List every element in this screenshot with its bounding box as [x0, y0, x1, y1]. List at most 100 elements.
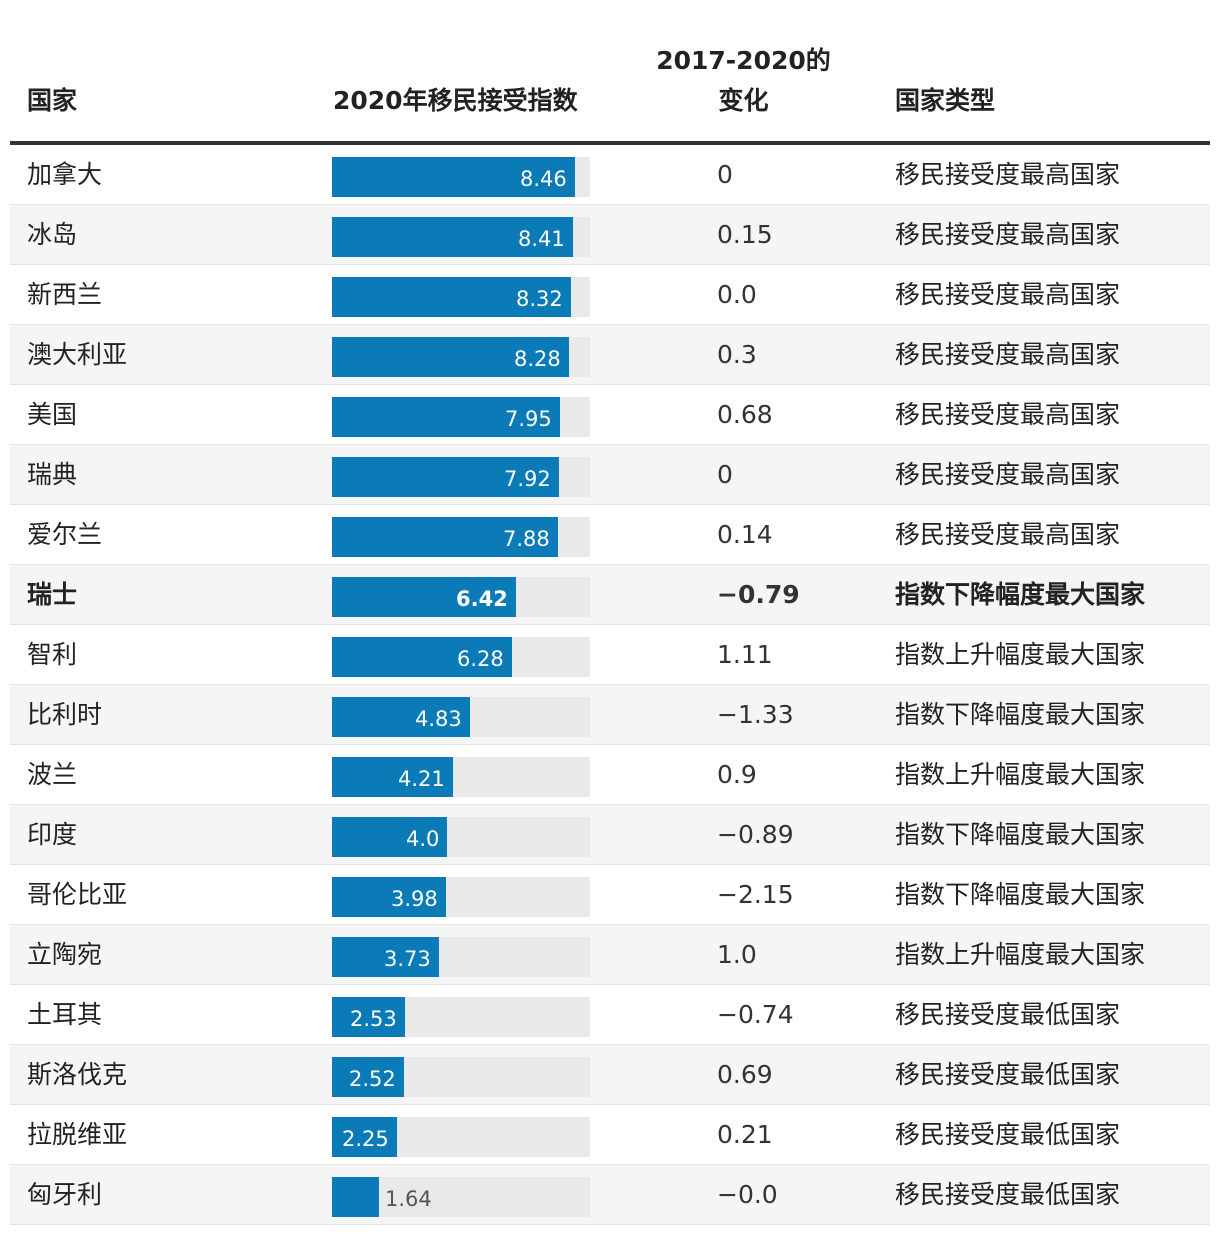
country-type: 移民接受度最高国家	[895, 460, 1121, 489]
bar-fill	[332, 397, 560, 437]
change-value: 0.3	[717, 340, 757, 369]
bar-value-label: 4.83	[415, 707, 462, 731]
country-name: 立陶宛	[27, 940, 103, 969]
country-name: 澳大利亚	[27, 340, 128, 369]
bar-fill	[332, 157, 575, 197]
bar-fill	[332, 937, 439, 977]
bar-track: 4.0	[332, 817, 590, 857]
country-type: 指数上升幅度最大国家	[895, 640, 1146, 669]
table-row: 波兰 4.21 0.9 指数上升幅度最大国家	[10, 745, 1210, 805]
country-type: 移民接受度最低国家	[895, 1000, 1121, 1029]
table-row: 加拿大 8.46 0 移民接受度最高国家	[10, 145, 1210, 205]
bar-value-label: 8.32	[516, 287, 563, 311]
bar-track: 6.28	[332, 637, 590, 677]
bar-value-label: 8.28	[514, 347, 561, 371]
table-row: 印度 4.0 −0.89 指数下降幅度最大国家	[10, 805, 1210, 865]
change-value: −0.89	[717, 820, 794, 849]
country-type: 移民接受度最高国家	[895, 160, 1121, 189]
table-row: 拉脱维亚 2.25 0.21 移民接受度最低国家	[10, 1105, 1210, 1165]
country-type: 移民接受度最低国家	[895, 1180, 1121, 1209]
bar-value-label: 3.98	[391, 887, 438, 911]
table-row: 瑞典 7.92 0 移民接受度最高国家	[10, 445, 1210, 505]
country-name: 智利	[27, 640, 78, 669]
change-value: 0.68	[717, 400, 773, 429]
bar-fill	[332, 997, 405, 1037]
bar-value-label: 4.21	[398, 767, 445, 791]
table-row: 美国 7.95 0.68 移民接受度最高国家	[10, 385, 1210, 445]
table-row: 智利 6.28 1.11 指数上升幅度最大国家	[10, 625, 1210, 685]
bar-fill	[332, 817, 447, 857]
country-type: 移民接受度最高国家	[895, 400, 1121, 429]
bar-value-label: 6.42	[456, 587, 508, 611]
bar-value-label: 7.88	[503, 527, 550, 551]
change-value: −2.15	[717, 880, 794, 909]
bar-value-label: 8.41	[518, 227, 565, 251]
table-row: 瑞士 6.42 −0.79 指数下降幅度最大国家	[10, 565, 1210, 625]
bar-value-label: 2.53	[350, 1007, 397, 1031]
country-type: 移民接受度最高国家	[895, 340, 1121, 369]
bar-fill	[332, 577, 516, 617]
change-value: 1.0	[717, 940, 757, 969]
bar-track: 3.98	[332, 877, 590, 917]
country-type: 指数下降幅度最大国家	[895, 580, 1146, 609]
bar-value-label: 2.25	[342, 1127, 389, 1151]
change-value: 0.9	[717, 760, 757, 789]
change-value: 1.11	[717, 640, 773, 669]
column-header-country: 国家	[27, 86, 78, 115]
bar-fill	[332, 1117, 397, 1157]
country-name: 拉脱维亚	[27, 1120, 128, 1149]
bar-fill	[332, 1177, 379, 1217]
bar-track: 7.88	[332, 517, 590, 557]
table-row: 比利时 4.83 −1.33 指数下降幅度最大国家	[10, 685, 1210, 745]
bar-value-label: 2.52	[349, 1067, 396, 1091]
bar-fill	[332, 457, 559, 497]
table-row: 匈牙利 1.64 −0.0 移民接受度最低国家	[10, 1165, 1210, 1225]
bar-value-label: 3.73	[384, 947, 431, 971]
change-value: −0.74	[717, 1000, 794, 1029]
change-value: −0.0	[717, 1180, 778, 1209]
country-name: 爱尔兰	[27, 520, 103, 549]
bar-track: 8.28	[332, 337, 590, 377]
bar-track: 7.92	[332, 457, 590, 497]
country-type: 移民接受度最高国家	[895, 520, 1121, 549]
country-name: 瑞士	[27, 580, 78, 609]
table-header: 国家 2020年移民接受指数 2017-2020的变化 国家类型	[10, 0, 1210, 145]
country-name: 加拿大	[27, 160, 103, 189]
change-value: 0.69	[717, 1060, 773, 1089]
country-type: 指数下降幅度最大国家	[895, 820, 1146, 849]
country-type: 指数下降幅度最大国家	[895, 880, 1146, 909]
change-value: 0.21	[717, 1120, 773, 1149]
bar-value-label: 1.64	[385, 1187, 432, 1211]
change-value: 0	[717, 460, 733, 489]
country-name: 瑞典	[27, 460, 78, 489]
country-type: 指数上升幅度最大国家	[895, 940, 1146, 969]
country-name: 美国	[27, 400, 78, 429]
bar-value-label: 6.28	[457, 647, 504, 671]
bar-value-label: 4.0	[406, 827, 440, 851]
bar-track: 3.73	[332, 937, 590, 977]
country-type: 指数上升幅度最大国家	[895, 760, 1146, 789]
column-header-index: 2020年移民接受指数	[333, 86, 578, 115]
country-name: 斯洛伐克	[27, 1060, 128, 1089]
change-value: −1.33	[717, 700, 794, 729]
country-name: 比利时	[27, 700, 103, 729]
table-row: 斯洛伐克 2.52 0.69 移民接受度最低国家	[10, 1045, 1210, 1105]
column-header-type: 国家类型	[895, 86, 996, 115]
bar-track: 4.83	[332, 697, 590, 737]
bar-value-label: 8.46	[520, 167, 567, 191]
bar-fill	[332, 877, 446, 917]
bar-fill	[332, 337, 569, 377]
bar-track: 6.42	[332, 577, 590, 617]
change-value: 0	[717, 160, 733, 189]
bar-value-label: 7.95	[505, 407, 552, 431]
bar-track: 8.46	[332, 157, 590, 197]
country-name: 冰岛	[27, 220, 78, 249]
country-type: 移民接受度最高国家	[895, 280, 1121, 309]
table-row: 冰岛 8.41 0.15 移民接受度最高国家	[10, 205, 1210, 265]
country-name: 印度	[27, 820, 78, 849]
bar-value-label: 7.92	[504, 467, 551, 491]
bar-fill	[332, 637, 512, 677]
bar-track: 2.25	[332, 1117, 590, 1157]
country-type: 指数下降幅度最大国家	[895, 700, 1146, 729]
bar-track: 1.64	[332, 1177, 590, 1217]
